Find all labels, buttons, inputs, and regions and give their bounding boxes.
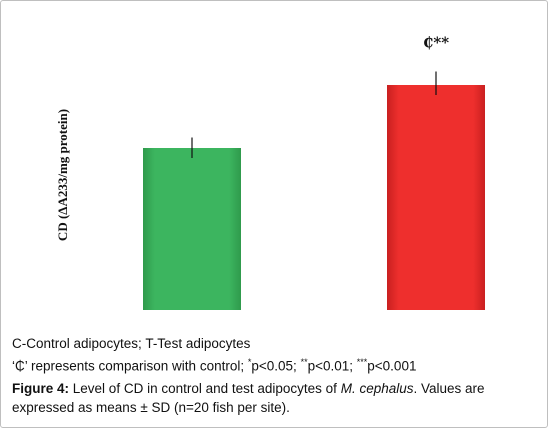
chart-legend: C-Control adipocytes; T-Test adipocytes … bbox=[12, 335, 542, 376]
bar-c bbox=[143, 148, 241, 310]
bar-t bbox=[387, 85, 485, 310]
species-name: M. cephalus bbox=[340, 381, 414, 396]
significance-prefix: ‘₵’ represents comparison with control; bbox=[12, 358, 245, 374]
sig2-text: p<0.01; bbox=[307, 358, 353, 374]
chart-plot: ₵** bbox=[143, 34, 485, 310]
sig1-mark: * bbox=[247, 357, 252, 367]
sig3-text: p<0.001 bbox=[367, 358, 417, 374]
figure-label: Figure 4: bbox=[12, 381, 70, 396]
caption-text-2: . Values are expressed as means ± SD (n=… bbox=[12, 381, 485, 415]
caption-text-1: Level of CD in control and test adipocyt… bbox=[72, 381, 337, 396]
sig2-mark: ** bbox=[300, 357, 308, 367]
y-axis-label: CD (ΔA233/mg protein) bbox=[55, 108, 70, 242]
sig3-mark: *** bbox=[356, 357, 368, 367]
legend-line-significance: ‘₵’ represents comparison with control; … bbox=[12, 353, 542, 376]
legend-line-groups: C-Control adipocytes; T-Test adipocytes bbox=[12, 336, 251, 351]
sig1-text: p<0.05; bbox=[251, 358, 297, 374]
significance-annotation: ₵** bbox=[423, 34, 449, 52]
figure-caption: Figure 4: Level of CD in control and tes… bbox=[12, 379, 542, 417]
